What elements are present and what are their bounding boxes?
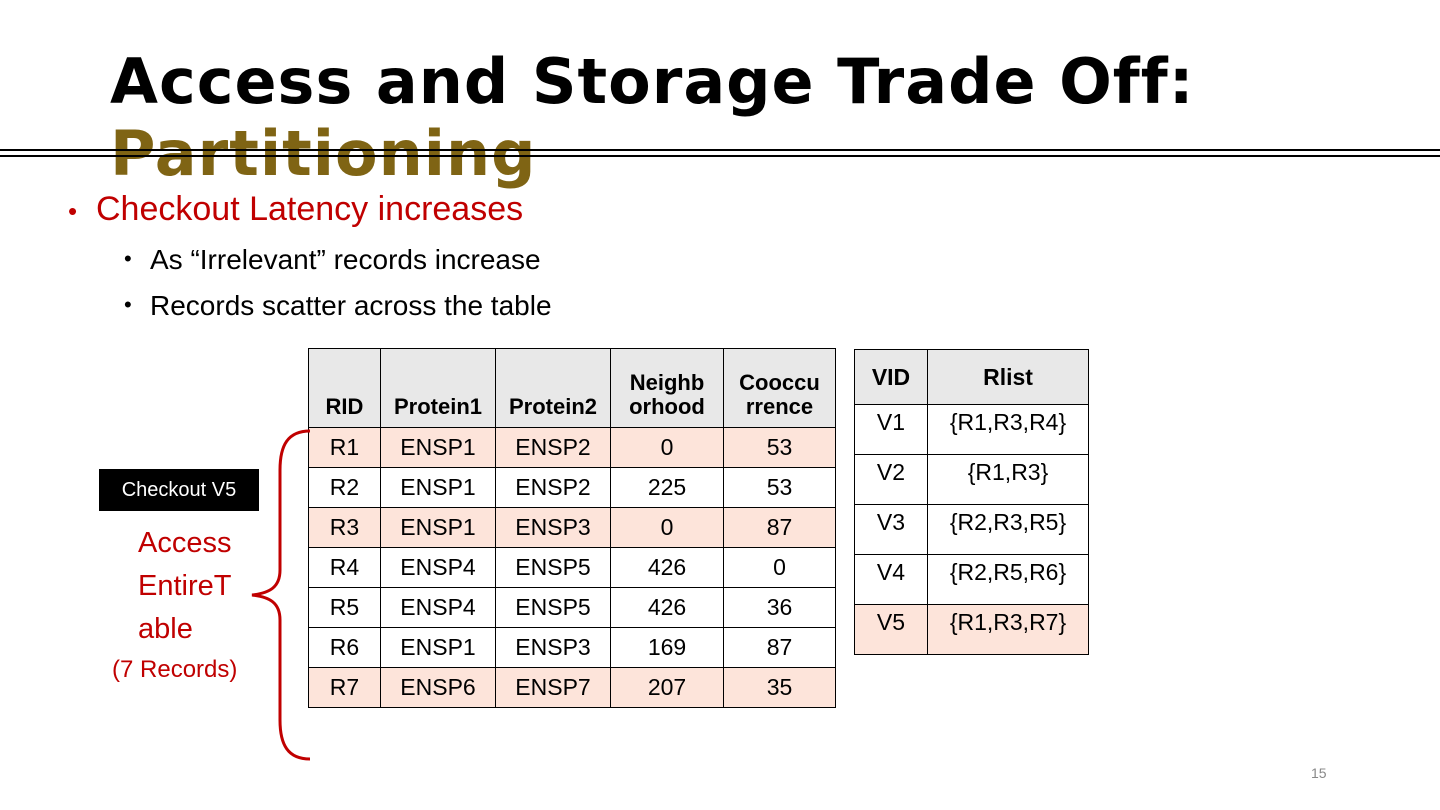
table-header-row: VID Rlist <box>854 349 1089 405</box>
title-accent: Partitioning <box>110 117 537 190</box>
bullet-dot: • <box>124 246 132 271</box>
table-cell: ENSP4 <box>380 547 496 588</box>
table-row: R6 ENSP1 ENSP3 169 87 <box>308 627 836 668</box>
column-header-vid: VID <box>854 349 928 405</box>
bullet-dot: • <box>124 292 132 317</box>
table-cell: 36 <box>723 587 836 628</box>
table-cell: {R1,R3,R4} <box>927 404 1089 455</box>
column-header-protein2: Protein2 <box>495 348 611 428</box>
table-cell: R6 <box>308 627 381 668</box>
table-cell: R1 <box>308 427 381 468</box>
table-row: R3 ENSP1 ENSP3 0 87 <box>308 507 836 548</box>
table-cell: R7 <box>308 667 381 708</box>
table-cell: ENSP1 <box>380 627 496 668</box>
table-cell: {R2,R5,R6} <box>927 554 1089 605</box>
records-table: RID Protein1 Protein2 Neighb orhood Coocc… <box>308 348 836 708</box>
table-cell: 0 <box>723 547 836 588</box>
table-row: R4 ENSP4 ENSP5 426 0 <box>308 547 836 588</box>
table-cell: {R2,R3,R5} <box>927 504 1089 555</box>
bullet-level1: Checkout Latency increases <box>96 190 524 228</box>
curly-brace <box>251 429 311 761</box>
table-cell: V3 <box>854 504 928 555</box>
table-header-row: RID Protein1 Protein2 Neighb orhood Coocc… <box>308 348 836 428</box>
table-cell: 169 <box>610 627 724 668</box>
table-row: V2 {R1,R3} <box>854 454 1089 505</box>
table-cell: ENSP3 <box>495 507 611 548</box>
table-cell: ENSP5 <box>495 587 611 628</box>
table-cell: ENSP2 <box>495 467 611 508</box>
table-cell: ENSP6 <box>380 667 496 708</box>
table-cell: ENSP5 <box>495 547 611 588</box>
bullet-level2: As “Irrelevant” records increase <box>150 244 541 275</box>
table-cell: ENSP2 <box>495 427 611 468</box>
records-count-label: (7 Records) <box>112 656 238 683</box>
table-cell: 426 <box>610 547 724 588</box>
table-row: R5 ENSP4 ENSP5 426 36 <box>308 587 836 628</box>
table-cell: ENSP1 <box>380 427 496 468</box>
table-cell: 87 <box>723 507 836 548</box>
column-header-rid: RID <box>308 348 381 428</box>
slide-title: Access and Storage Trade Off: Partitioni… <box>110 46 1195 190</box>
table-cell: ENSP4 <box>380 587 496 628</box>
checkout-label: Checkout V5 <box>99 469 259 511</box>
bullet-dot: • <box>68 196 78 226</box>
table-cell: ENSP3 <box>495 627 611 668</box>
table-cell: ENSP7 <box>495 667 611 708</box>
table-cell: 225 <box>610 467 724 508</box>
table-cell: 87 <box>723 627 836 668</box>
table-row: V3 {R2,R3,R5} <box>854 504 1089 555</box>
table-cell: 35 <box>723 667 836 708</box>
column-header-neighborhood: Neighb orhood <box>610 348 724 428</box>
column-header-cooccurrence: Cooccu rrence <box>723 348 836 428</box>
table-cell: {R1,R3} <box>927 454 1089 505</box>
table-row: R7 ENSP6 ENSP7 207 35 <box>308 667 836 708</box>
table-cell: V5 <box>854 604 928 655</box>
table-cell: 0 <box>610 427 724 468</box>
table-cell: ENSP1 <box>380 467 496 508</box>
table-cell: ENSP1 <box>380 507 496 548</box>
table-row: V5 {R1,R3,R7} <box>854 604 1089 655</box>
page-number: 15 <box>1311 765 1327 781</box>
title-rule-bottom <box>0 155 1440 157</box>
table-row: R1 ENSP1 ENSP2 0 53 <box>308 427 836 468</box>
bullet-level2: Records scatter across the table <box>150 290 552 321</box>
table-cell: V4 <box>854 554 928 605</box>
table-cell: {R1,R3,R7} <box>927 604 1089 655</box>
table-cell: R5 <box>308 587 381 628</box>
table-cell: 207 <box>610 667 724 708</box>
table-cell: 426 <box>610 587 724 628</box>
column-header-rlist: Rlist <box>927 349 1089 405</box>
table-row: V1 {R1,R3,R4} <box>854 404 1089 455</box>
table-cell: 0 <box>610 507 724 548</box>
table-cell: R3 <box>308 507 381 548</box>
table-row: R2 ENSP1 ENSP2 225 53 <box>308 467 836 508</box>
table-cell: V2 <box>854 454 928 505</box>
table-row: V4 {R2,R5,R6} <box>854 554 1089 605</box>
access-entire-table-label: Access EntireT able <box>138 527 232 645</box>
title-rule-top <box>0 149 1440 151</box>
column-header-protein1: Protein1 <box>380 348 496 428</box>
table-cell: 53 <box>723 467 836 508</box>
title-main: Access and Storage Trade Off: <box>110 45 1195 118</box>
table-cell: 53 <box>723 427 836 468</box>
version-table: VID Rlist V1 {R1,R3,R4} V2 {R1,R3} V3 {R… <box>854 349 1089 655</box>
table-cell: V1 <box>854 404 928 455</box>
